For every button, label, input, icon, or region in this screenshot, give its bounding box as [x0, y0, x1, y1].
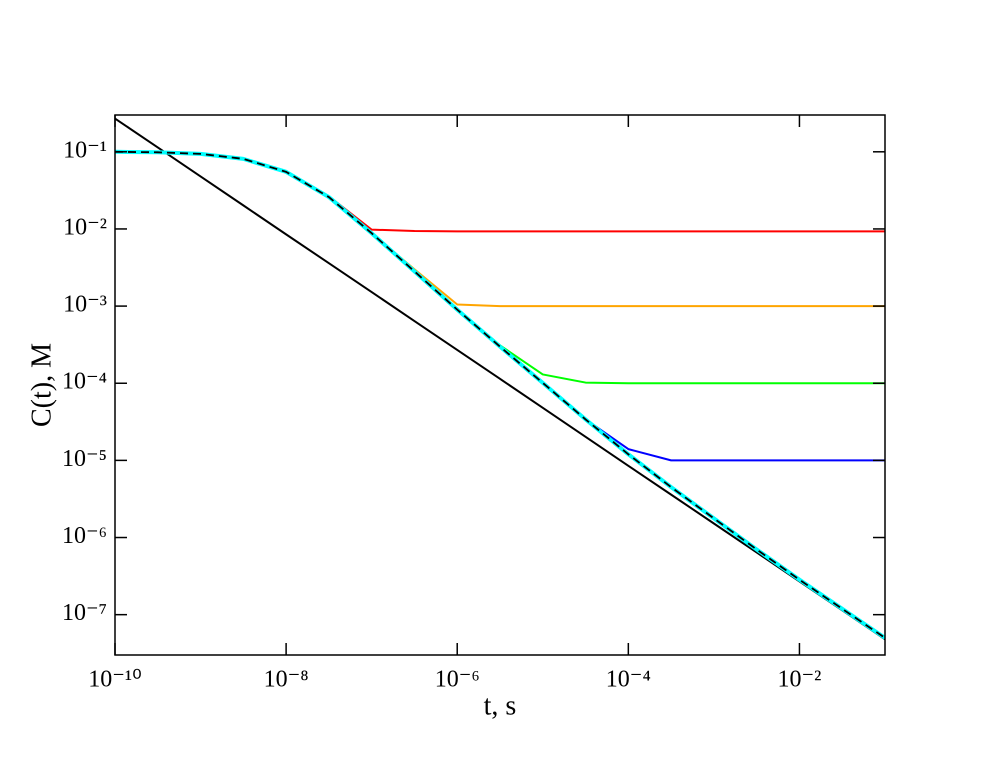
y-tick-label: 10⁻² — [63, 214, 107, 240]
y-axis-label: C(t), M — [26, 343, 57, 427]
x-tick-label: 10⁻¹⁰ — [88, 667, 141, 693]
x-axis-label: t, s — [484, 690, 517, 721]
x-tick-label: 10⁻⁴ — [606, 667, 651, 693]
plot-lines — [115, 117, 885, 641]
plot-frame — [114, 114, 886, 656]
line — [115, 149, 885, 640]
y-tick-label: 10⁻³ — [63, 292, 107, 318]
y-tick-label: 10⁻⁷ — [62, 600, 107, 626]
x-tick-label: 10⁻⁸ — [264, 667, 309, 693]
y-tick-label: 10⁻⁵ — [62, 446, 107, 472]
line — [115, 117, 885, 641]
x-tick-label: 10⁻⁶ — [435, 667, 480, 693]
line — [115, 150, 885, 233]
y-tick-label: 10⁻⁶ — [62, 523, 107, 549]
x-tick-label: 10⁻² — [778, 667, 822, 693]
y-tick-label: 10⁻¹ — [63, 137, 107, 163]
dashed-line — [115, 150, 885, 639]
line — [115, 150, 885, 308]
y-tick-label: 10⁻⁴ — [62, 369, 107, 395]
